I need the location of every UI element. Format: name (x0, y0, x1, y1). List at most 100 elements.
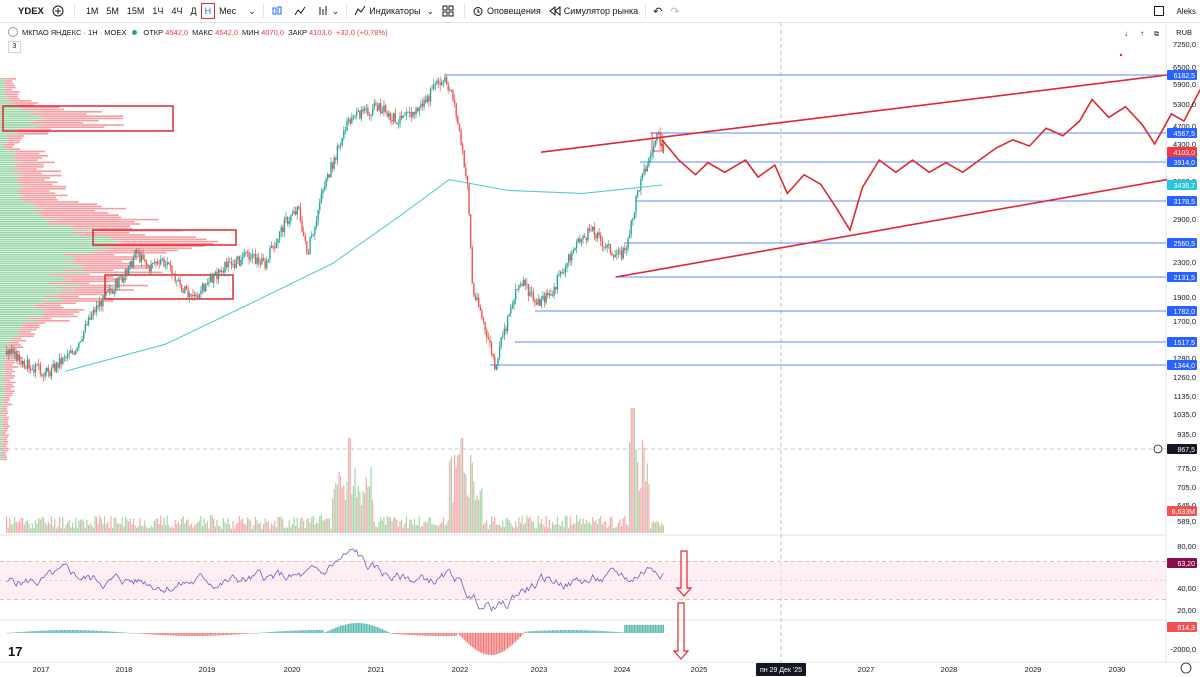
volume-bar (30, 528, 32, 533)
macd-tick-label: -2000,0 (1171, 645, 1196, 654)
volume-bar (198, 520, 200, 533)
timeframe-button[interactable]: 1M (85, 6, 99, 16)
volume-bar (612, 528, 615, 533)
volume-bar (296, 517, 298, 533)
chart-type-dropdown[interactable]: ⌄ (313, 0, 344, 22)
undo-button[interactable]: ↶ (649, 0, 666, 22)
macd-bar (198, 633, 200, 636)
price-badge-label: 4567,5 (1174, 131, 1196, 138)
symbol-search[interactable]: YDEX (0, 0, 48, 22)
candle-up (13, 351, 16, 354)
volume-profile-bar-up (0, 150, 16, 153)
macd-bar (250, 633, 252, 634)
timeframe-button[interactable]: 4Ч (171, 6, 183, 16)
user-menu[interactable]: Aleks (1172, 0, 1200, 22)
volume-profile-bar-up (0, 392, 5, 395)
macd-bar (608, 631, 610, 633)
timeframe-button[interactable]: 5M (106, 6, 119, 16)
candle-up (373, 103, 376, 109)
volume-profile-bar-down (7, 344, 22, 346)
macd-bar (630, 625, 632, 633)
volume-profile-bar-up (0, 309, 47, 311)
volume-profile-bar-down (2, 449, 8, 452)
timeframe-dropdown[interactable]: ⌄ (244, 0, 260, 22)
timeframe-button[interactable]: Н (200, 3, 216, 19)
volume-profile-bar-down (2, 452, 6, 454)
volume-profile-bar-up (0, 355, 7, 357)
volume-profile-bar-up (0, 335, 19, 337)
candle-down (274, 247, 276, 249)
candle-up (21, 360, 24, 365)
line-chart-button[interactable] (290, 0, 313, 22)
macd-bar (288, 630, 290, 633)
volume-profile-bar-up (0, 199, 21, 201)
candle-down (156, 261, 159, 264)
layouts-button[interactable] (438, 0, 461, 22)
timeframe-button[interactable]: Мес (219, 6, 237, 16)
macd-bar (569, 630, 571, 633)
volume-profile-bar-up (0, 137, 8, 139)
timeframe-button[interactable]: 1Ч (152, 6, 164, 16)
volume-profile-bar-up (0, 269, 63, 271)
candle-up (322, 189, 324, 194)
macd-bar (394, 633, 396, 635)
volume-profile-bar-down (4, 368, 13, 370)
price-tick-label: 1135,0 (1174, 392, 1196, 401)
indicators-toggle[interactable]: 3 (8, 41, 21, 53)
volume-profile-bar-up (0, 414, 3, 417)
macd-bar (559, 630, 562, 633)
redo-button[interactable]: ↷ (666, 0, 683, 22)
candle-up (288, 221, 290, 224)
volume-bar (585, 519, 587, 533)
candle-down (407, 111, 409, 113)
macd-bar (100, 630, 102, 633)
volume-bar (627, 525, 629, 533)
volume-profile-bar-down (62, 298, 113, 300)
volume-bar (327, 518, 329, 533)
replay-button[interactable]: Симулятор рынка (545, 0, 642, 22)
volume-profile-bar-down (5, 144, 15, 146)
candle-down (18, 354, 21, 361)
macd-bar (378, 627, 380, 633)
volume-profile-bar-up (0, 399, 4, 401)
candles-button[interactable] (267, 0, 290, 22)
macd-bar (624, 625, 626, 633)
volume-bar (535, 528, 538, 533)
volume-profile-bar-down (112, 245, 206, 247)
candle-down (588, 228, 591, 231)
candle-up (577, 238, 579, 243)
candle-up (571, 253, 573, 261)
volume-bar (173, 528, 175, 533)
legend-high-label: МАКС (192, 27, 214, 37)
volume-bar (479, 491, 481, 533)
candle-up (66, 353, 69, 358)
volume-profile-bar-down (6, 97, 20, 100)
volume-bar (470, 455, 472, 533)
macd-bar (299, 630, 302, 633)
volume-profile-bar-down (3, 425, 10, 428)
volume-profile-bar-up (0, 157, 15, 159)
volume-profile-bar-down (5, 78, 17, 80)
macd-bar (282, 631, 284, 633)
alerts-button[interactable]: Оповещения (468, 0, 545, 22)
timeframe-button[interactable]: 15M (126, 6, 145, 16)
compare-button[interactable] (48, 0, 71, 22)
volume-bar (497, 524, 499, 533)
macd-bar (185, 633, 188, 636)
volume-bar (421, 526, 424, 533)
volume-profile-bar-up (0, 278, 71, 280)
layout-window-button[interactable] (1149, 0, 1172, 22)
candle-up (155, 261, 157, 264)
volume-bar (140, 525, 143, 533)
volume-bar (661, 522, 663, 533)
volume-bar (166, 515, 168, 533)
volume-profile-bar-down (7, 137, 23, 139)
macd-bar (153, 633, 155, 635)
macd-bar (6, 633, 8, 634)
timeframe-button[interactable]: Д (190, 6, 197, 16)
indicators-button[interactable]: Индикаторы ⌄ (350, 0, 438, 22)
volume-bar (476, 495, 478, 533)
macd-bar (420, 633, 422, 636)
candle-down (396, 122, 398, 124)
candle-up (351, 117, 353, 124)
